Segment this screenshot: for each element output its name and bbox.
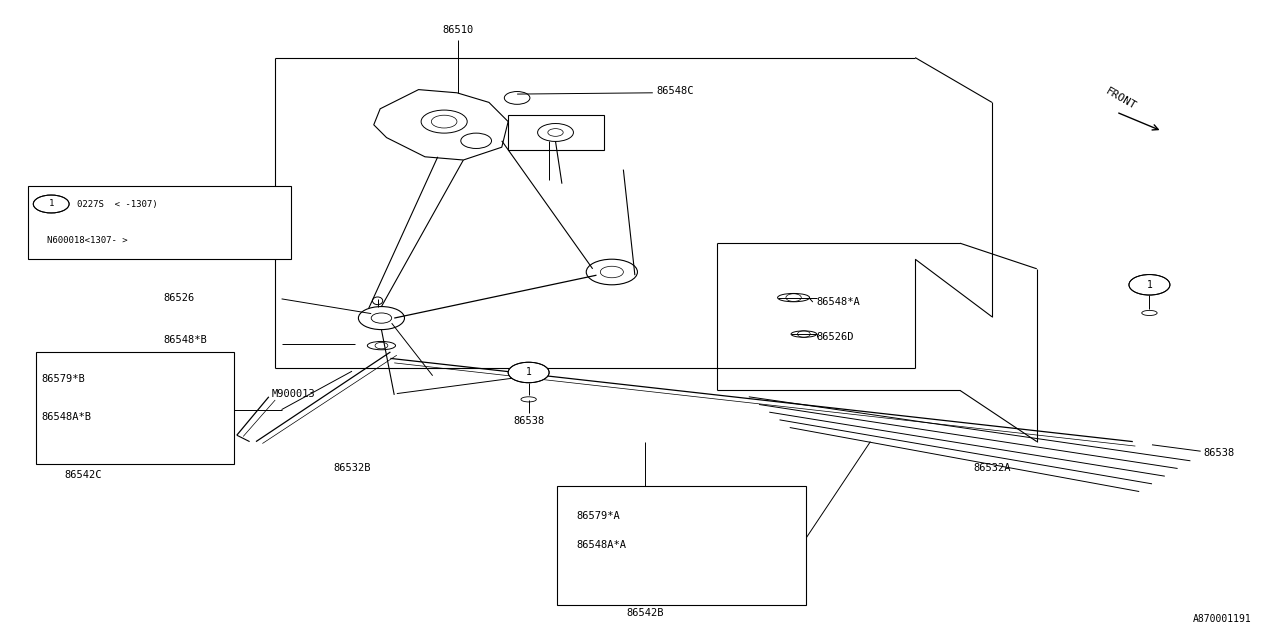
Text: 86579*B: 86579*B <box>41 374 84 384</box>
Bar <box>28 186 291 259</box>
Circle shape <box>33 195 69 213</box>
Text: 1: 1 <box>1147 280 1152 290</box>
Text: 86548A*B: 86548A*B <box>41 412 91 422</box>
Text: M900013: M900013 <box>271 388 315 399</box>
Text: 0227S  < -1307): 0227S < -1307) <box>77 200 157 209</box>
Text: 86526: 86526 <box>164 292 195 303</box>
Text: 86542B: 86542B <box>626 608 664 618</box>
Text: 86526D: 86526D <box>817 332 854 342</box>
Circle shape <box>1129 275 1170 295</box>
Text: A870001191: A870001191 <box>1193 614 1252 624</box>
Text: 86538: 86538 <box>1203 448 1234 458</box>
Bar <box>36 352 234 464</box>
Text: 86538: 86538 <box>513 416 544 426</box>
Text: FRONT: FRONT <box>1103 86 1138 112</box>
Circle shape <box>508 362 549 383</box>
Text: 86548A*A: 86548A*A <box>576 540 626 550</box>
Text: 86532B: 86532B <box>333 463 371 474</box>
Text: 86510: 86510 <box>443 25 474 35</box>
Text: 1: 1 <box>49 200 54 209</box>
Text: N600018<1307- >: N600018<1307- > <box>47 236 128 245</box>
Text: 86548C: 86548C <box>657 86 694 96</box>
Text: 86579*A: 86579*A <box>576 511 620 522</box>
Text: 86532A: 86532A <box>973 463 1011 474</box>
Text: 86548*A: 86548*A <box>817 297 860 307</box>
Text: 1: 1 <box>526 367 531 378</box>
Bar <box>557 486 806 605</box>
Text: 86542C: 86542C <box>64 470 102 480</box>
Text: 86548*B: 86548*B <box>164 335 207 346</box>
